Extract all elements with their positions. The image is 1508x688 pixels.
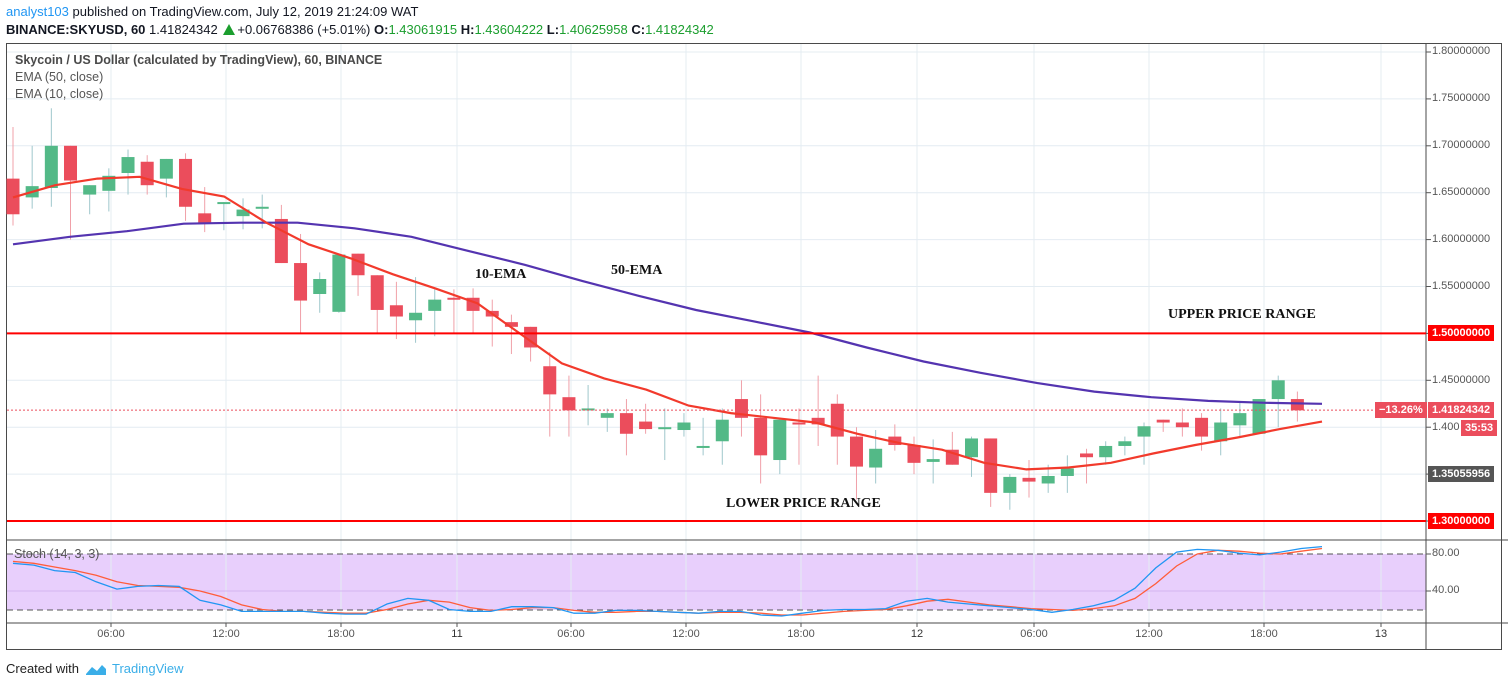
price-label: 1.55000000 (1432, 280, 1491, 292)
date-label: 13 (1374, 628, 1388, 640)
time-label: 18:00 (327, 628, 355, 640)
price-label: 1.45000000 (1432, 374, 1491, 386)
high-value: 1.43604222 (474, 22, 544, 37)
stoch-band-fill (7, 554, 1426, 610)
ema50-line (12, 221, 1323, 405)
time-label: 06:00 (557, 628, 585, 640)
time-label: 18:00 (787, 628, 815, 640)
up-arrow-icon (223, 24, 236, 35)
open-label: O: (373, 22, 389, 37)
high-label: H: (460, 22, 475, 37)
ema50-annotation: 50-EMA (611, 263, 663, 278)
price-label: 1.400 (1432, 421, 1460, 433)
time-label: 12:00 (672, 628, 700, 640)
upper-range-price-tag: 1.50000000 (1428, 325, 1495, 341)
bar-countdown-tag: 35:53 (1461, 420, 1498, 436)
tradingview-logo-icon (85, 665, 106, 675)
lower-range-price-tag: 1.30000000 (1428, 513, 1495, 529)
tradingview-link[interactable]: TradingView (112, 661, 184, 676)
time-label: 06:00 (1020, 628, 1048, 640)
author-link[interactable]: analyst103 (6, 4, 69, 19)
time-label: 12:00 (212, 628, 240, 640)
price-label: 1.65000000 (1432, 186, 1491, 198)
publish-info: analyst103 published on TradingView.com,… (6, 4, 418, 19)
price-label: 1.80000000 (1432, 45, 1491, 57)
stoch-k-line (12, 545, 1323, 617)
ema10-annotation: 10-EMA (475, 267, 527, 282)
stoch-axis-label: 40.00 (1432, 584, 1460, 596)
time-label: 06:00 (97, 628, 125, 640)
last-price: 1.41824342 (149, 22, 218, 37)
axis-ticks (110, 51, 1431, 627)
created-with-text: Created with (6, 661, 79, 676)
percent-change-tag: −13.26% (1375, 402, 1427, 418)
time-label: 18:00 (1250, 628, 1278, 640)
date-label: 11 (451, 628, 463, 640)
ema10-legend[interactable]: EMA (10, close) (15, 87, 104, 101)
open-value: 1.43061915 (388, 22, 458, 37)
close-value: 1.41824342 (645, 22, 714, 37)
low-value: 1.40625958 (559, 22, 628, 37)
published-text: published on TradingView.com, July 12, 2… (68, 4, 419, 19)
close-label: C: (631, 22, 646, 37)
symbol-label: BINANCE:SKYUSD, 60 (6, 22, 146, 37)
chart-frame (6, 43, 1502, 650)
chart-title-legend[interactable]: Skycoin / US Dollar (calculated by Tradi… (15, 53, 383, 67)
time-label: 12:00 (1135, 628, 1163, 640)
stoch-axis-label: 80.00 (1432, 547, 1460, 559)
ema-price-tag: 1.35055956 (1428, 466, 1495, 482)
lower-range-annotation: LOWER PRICE RANGE (726, 496, 881, 511)
ema50-legend[interactable]: EMA (50, close) (15, 70, 104, 84)
footer-attribution: Created with TradingView (6, 661, 184, 676)
low-label: L: (546, 22, 560, 37)
upper-range-annotation: UPPER PRICE RANGE (1168, 307, 1316, 322)
price-label: 1.75000000 (1432, 92, 1491, 104)
stoch-legend[interactable]: Stoch (14, 3, 3) (14, 547, 100, 561)
price-label: 1.60000000 (1432, 233, 1491, 245)
candlesticks[interactable] (6, 108, 1304, 510)
price-label: 1.70000000 (1432, 139, 1491, 151)
ema10-line (12, 175, 1323, 471)
price-change: +0.06768386 (+5.01%) (237, 22, 371, 37)
last-price-tag: 1.41824342 (1428, 402, 1495, 418)
date-label: 12 (910, 628, 924, 640)
symbol-info: BINANCE:SKYUSD, 60 1.41824342 +0.0676838… (6, 22, 714, 37)
